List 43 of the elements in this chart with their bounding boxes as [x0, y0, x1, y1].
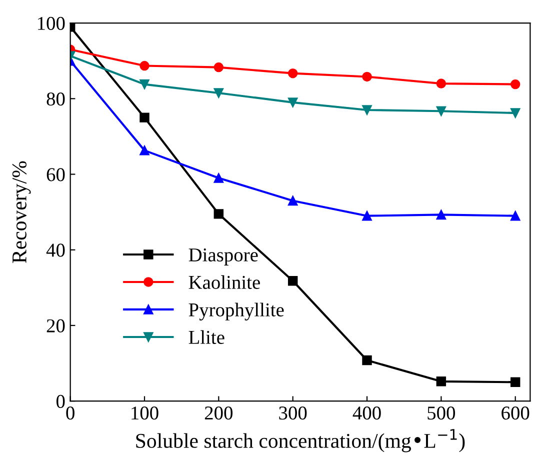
y-tick-label: 60	[46, 168, 65, 182]
y-tick-label: 40	[46, 244, 65, 257]
point	[288, 98, 298, 108]
point	[362, 105, 372, 115]
point	[436, 78, 446, 88]
point	[362, 72, 372, 82]
point	[288, 276, 298, 286]
point	[436, 376, 446, 386]
x-axis-title: Soluble starch concentration/(mg•L$^{−1}$)	[136, 429, 465, 452]
y-tick-label: 80	[46, 92, 65, 106]
point	[510, 377, 520, 388]
y-tick-label: 100	[38, 16, 65, 30]
point	[362, 355, 372, 366]
x-tick-label: 300	[279, 406, 307, 420]
point	[510, 108, 520, 118]
point	[140, 146, 150, 156]
point	[510, 79, 520, 90]
point	[288, 68, 298, 78]
legend-label: Llite	[188, 330, 224, 344]
y-tick-label: 20	[46, 319, 65, 332]
point	[288, 196, 298, 206]
legend-label: Kaolinite	[188, 275, 260, 289]
x-tick-label: 600	[502, 406, 530, 420]
x-tick-label: 100	[132, 406, 158, 420]
y-tick-label: 0	[56, 394, 65, 408]
point	[362, 210, 372, 221]
x-tick-label: 200	[204, 406, 233, 420]
point	[214, 88, 224, 98]
legend-label: Pyrophyllite	[188, 302, 284, 320]
point	[214, 209, 224, 219]
legend-label: Diaspore	[188, 248, 258, 266]
point	[436, 210, 446, 220]
y-axis-title: Recovery/%	[12, 161, 31, 263]
point	[140, 60, 150, 71]
x-tick-label: 500	[428, 406, 456, 420]
x-tick-label: 0	[66, 406, 74, 420]
point	[214, 62, 224, 72]
point	[140, 79, 150, 90]
point	[140, 112, 150, 122]
x-tick-label: 400	[352, 406, 381, 420]
point	[436, 106, 446, 116]
point	[214, 173, 224, 183]
point	[510, 210, 520, 221]
